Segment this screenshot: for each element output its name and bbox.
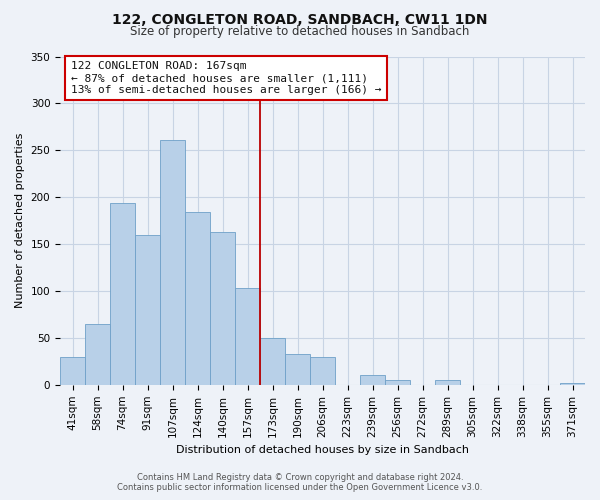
Bar: [85, 324, 110, 385]
Bar: [160, 140, 185, 385]
Text: 122, CONGLETON ROAD, SANDBACH, CW11 1DN: 122, CONGLETON ROAD, SANDBACH, CW11 1DN: [112, 12, 488, 26]
Bar: [560, 383, 585, 385]
Text: Size of property relative to detached houses in Sandbach: Size of property relative to detached ho…: [130, 25, 470, 38]
Bar: [235, 288, 260, 385]
Bar: [285, 354, 310, 385]
Bar: [385, 380, 410, 385]
Bar: [110, 203, 135, 385]
Bar: [185, 212, 210, 385]
Y-axis label: Number of detached properties: Number of detached properties: [15, 133, 25, 308]
Bar: [310, 356, 335, 385]
Text: Contains HM Land Registry data © Crown copyright and database right 2024.
Contai: Contains HM Land Registry data © Crown c…: [118, 473, 482, 492]
Bar: [260, 338, 285, 385]
Bar: [135, 234, 160, 385]
X-axis label: Distribution of detached houses by size in Sandbach: Distribution of detached houses by size …: [176, 445, 469, 455]
Bar: [210, 232, 235, 385]
Bar: [60, 356, 85, 385]
Text: 122 CONGLETON ROAD: 167sqm
← 87% of detached houses are smaller (1,111)
13% of s: 122 CONGLETON ROAD: 167sqm ← 87% of deta…: [71, 62, 381, 94]
Bar: [360, 374, 385, 385]
Bar: [435, 380, 460, 385]
